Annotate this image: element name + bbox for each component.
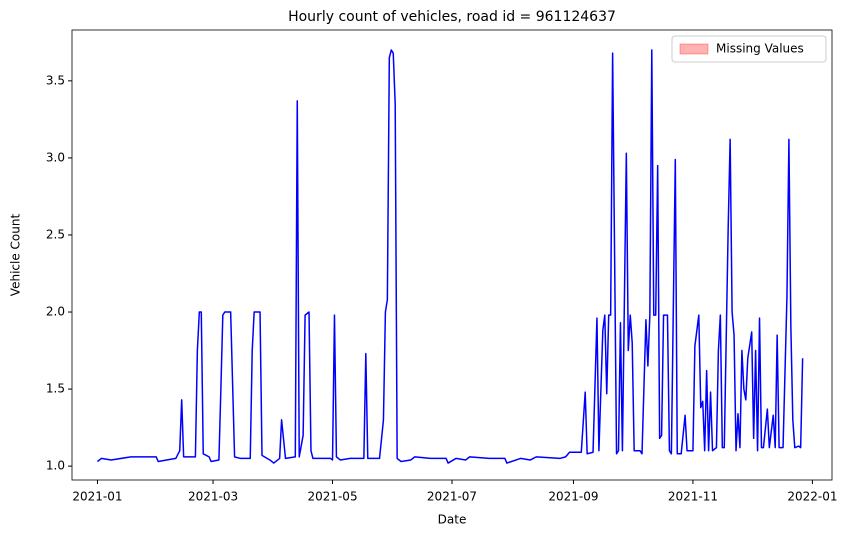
data-line <box>96 49 804 464</box>
chart-title: Hourly count of vehicles, road id = 9611… <box>288 9 616 25</box>
x-tick-label: 2022-01 <box>787 490 837 504</box>
x-tick-label: 2021-01 <box>72 490 122 504</box>
y-tick-label: 2.0 <box>46 305 65 319</box>
y-axis-label: Vehicle Count <box>9 214 23 297</box>
x-axis-label: Date <box>438 513 467 527</box>
y-tick-label: 1.0 <box>46 459 65 473</box>
y-tick-label: 2.5 <box>46 227 65 241</box>
x-tick-label: 2021-11 <box>668 490 718 504</box>
x-tick-label: 2021-05 <box>307 490 357 504</box>
x-tick-label: 2021-07 <box>427 490 477 504</box>
y-tick-label: 1.5 <box>46 382 65 396</box>
x-tick-label: 2021-09 <box>548 490 598 504</box>
plot-frame <box>71 29 833 481</box>
x-tick-label: 2021-03 <box>188 490 238 504</box>
y-tick-label: 3.5 <box>46 73 65 87</box>
legend-label: Missing Values <box>716 42 804 56</box>
legend-swatch <box>679 43 709 55</box>
y-tick-label: 3.0 <box>46 150 65 164</box>
legend-box <box>671 35 827 63</box>
